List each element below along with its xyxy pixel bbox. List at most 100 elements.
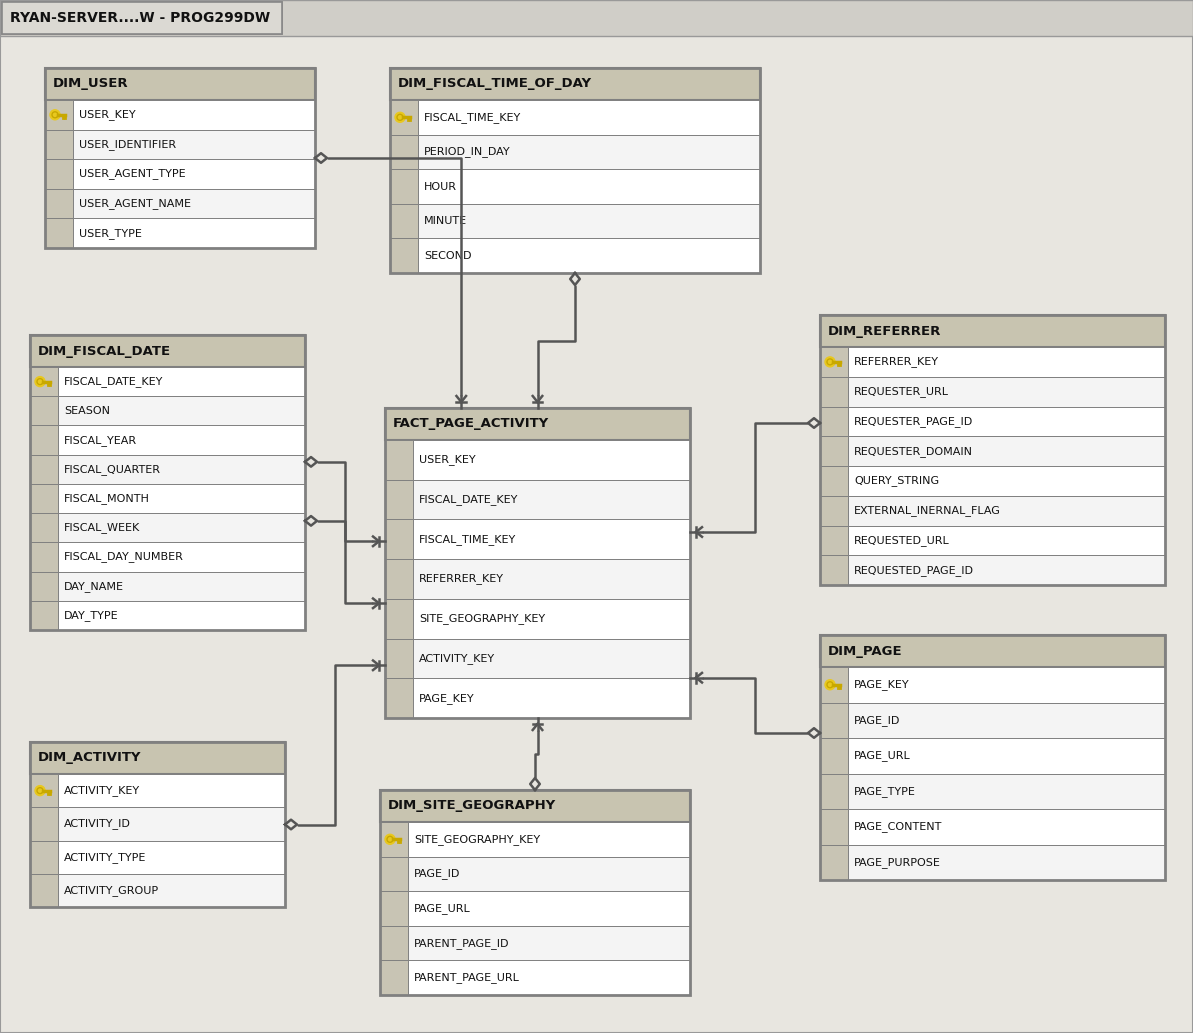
Bar — [30, 367, 58, 397]
Text: USER_TYPE: USER_TYPE — [79, 227, 142, 239]
Text: REQUESTED_URL: REQUESTED_URL — [854, 535, 950, 545]
Bar — [381, 926, 690, 961]
Text: PAGE_ID: PAGE_ID — [854, 715, 901, 726]
Bar — [30, 874, 285, 907]
Bar — [30, 542, 305, 571]
Text: PAGE_KEY: PAGE_KEY — [854, 680, 909, 690]
Text: USER_KEY: USER_KEY — [79, 109, 136, 120]
Bar — [820, 496, 848, 526]
Bar — [381, 822, 690, 856]
Bar — [390, 68, 760, 100]
Bar — [30, 483, 305, 513]
Text: ACTIVITY_ID: ACTIVITY_ID — [64, 818, 131, 829]
Bar — [45, 100, 73, 129]
Bar — [820, 738, 848, 774]
Bar — [385, 408, 690, 440]
Bar — [820, 702, 848, 738]
Bar — [381, 926, 408, 961]
Bar — [820, 635, 1166, 880]
Bar — [45, 159, 315, 189]
Bar — [30, 455, 305, 483]
Bar — [390, 169, 760, 204]
Bar — [45, 189, 315, 218]
Text: SEASON: SEASON — [64, 406, 110, 416]
Text: ACTIVITY_KEY: ACTIVITY_KEY — [64, 785, 140, 796]
Text: PAGE_TYPE: PAGE_TYPE — [854, 786, 916, 796]
Bar — [385, 679, 690, 718]
Text: FISCAL_MONTH: FISCAL_MONTH — [64, 493, 150, 504]
Text: FACT_PAGE_ACTIVITY: FACT_PAGE_ACTIVITY — [392, 417, 549, 431]
Text: DIM_USER: DIM_USER — [52, 77, 129, 91]
Bar — [30, 455, 58, 483]
Text: MINUTE: MINUTE — [424, 216, 468, 226]
Bar — [385, 479, 690, 520]
Text: SECOND: SECOND — [424, 251, 471, 260]
Text: ACTIVITY_KEY: ACTIVITY_KEY — [419, 653, 495, 664]
Text: REQUESTER_URL: REQUESTER_URL — [854, 386, 948, 397]
Text: REFERRER_KEY: REFERRER_KEY — [419, 573, 503, 585]
Circle shape — [50, 109, 60, 120]
Text: USER_AGENT_NAME: USER_AGENT_NAME — [79, 198, 191, 209]
Bar — [30, 601, 58, 630]
Bar — [820, 436, 1166, 466]
Circle shape — [395, 113, 404, 122]
Bar — [381, 856, 690, 891]
Bar — [2, 2, 282, 34]
Text: SITE_GEOGRAPHY_KEY: SITE_GEOGRAPHY_KEY — [414, 834, 540, 845]
Text: PAGE_URL: PAGE_URL — [414, 903, 471, 914]
Bar — [30, 601, 305, 630]
Bar — [820, 738, 1166, 774]
Bar — [45, 159, 73, 189]
Bar — [820, 845, 1166, 880]
Text: DIM_FISCAL_DATE: DIM_FISCAL_DATE — [38, 344, 171, 357]
Text: FISCAL_WEEK: FISCAL_WEEK — [64, 523, 141, 533]
Bar — [390, 68, 760, 273]
Bar — [390, 134, 418, 169]
Bar — [381, 891, 690, 926]
Text: PAGE_ID: PAGE_ID — [414, 869, 460, 879]
Bar — [390, 204, 418, 239]
Text: DAY_NAME: DAY_NAME — [64, 581, 124, 592]
Bar — [820, 347, 848, 377]
Text: PARENT_PAGE_URL: PARENT_PAGE_URL — [414, 972, 520, 983]
Bar — [820, 809, 1166, 845]
Text: FISCAL_YEAR: FISCAL_YEAR — [64, 435, 137, 445]
Circle shape — [35, 377, 45, 386]
Bar — [30, 742, 285, 774]
Bar — [45, 129, 73, 159]
Text: ACTIVITY_TYPE: ACTIVITY_TYPE — [64, 851, 147, 863]
Bar — [820, 496, 1166, 526]
Bar — [820, 347, 1166, 377]
Bar — [381, 790, 690, 822]
Bar — [30, 483, 58, 513]
Bar — [820, 466, 848, 496]
Bar — [45, 68, 315, 248]
Bar — [385, 679, 413, 718]
Text: DAY_TYPE: DAY_TYPE — [64, 609, 118, 621]
Text: USER_KEY: USER_KEY — [419, 455, 476, 465]
Text: FISCAL_DAY_NUMBER: FISCAL_DAY_NUMBER — [64, 552, 184, 562]
Bar — [381, 961, 690, 995]
Bar — [385, 520, 690, 559]
Text: REFERRER_KEY: REFERRER_KEY — [854, 356, 939, 368]
Bar — [30, 841, 285, 874]
Bar — [820, 407, 1166, 436]
Text: REQUESTER_DOMAIN: REQUESTER_DOMAIN — [854, 445, 973, 457]
Text: DIM_ACTIVITY: DIM_ACTIVITY — [38, 751, 142, 764]
Bar — [820, 436, 848, 466]
Bar — [820, 377, 848, 407]
Text: DIM_SITE_GEOGRAPHY: DIM_SITE_GEOGRAPHY — [388, 800, 556, 813]
Bar — [385, 520, 413, 559]
Bar — [45, 68, 315, 100]
Bar — [30, 874, 58, 907]
Bar — [45, 218, 73, 248]
Text: FISCAL_QUARTER: FISCAL_QUARTER — [64, 464, 161, 475]
Text: USER_AGENT_TYPE: USER_AGENT_TYPE — [79, 168, 186, 180]
Bar — [385, 599, 413, 638]
Text: FISCAL_TIME_KEY: FISCAL_TIME_KEY — [424, 112, 521, 123]
Bar — [390, 100, 760, 134]
Bar — [390, 239, 760, 273]
Bar — [30, 426, 305, 455]
Bar — [820, 667, 1166, 702]
Bar — [381, 790, 690, 995]
